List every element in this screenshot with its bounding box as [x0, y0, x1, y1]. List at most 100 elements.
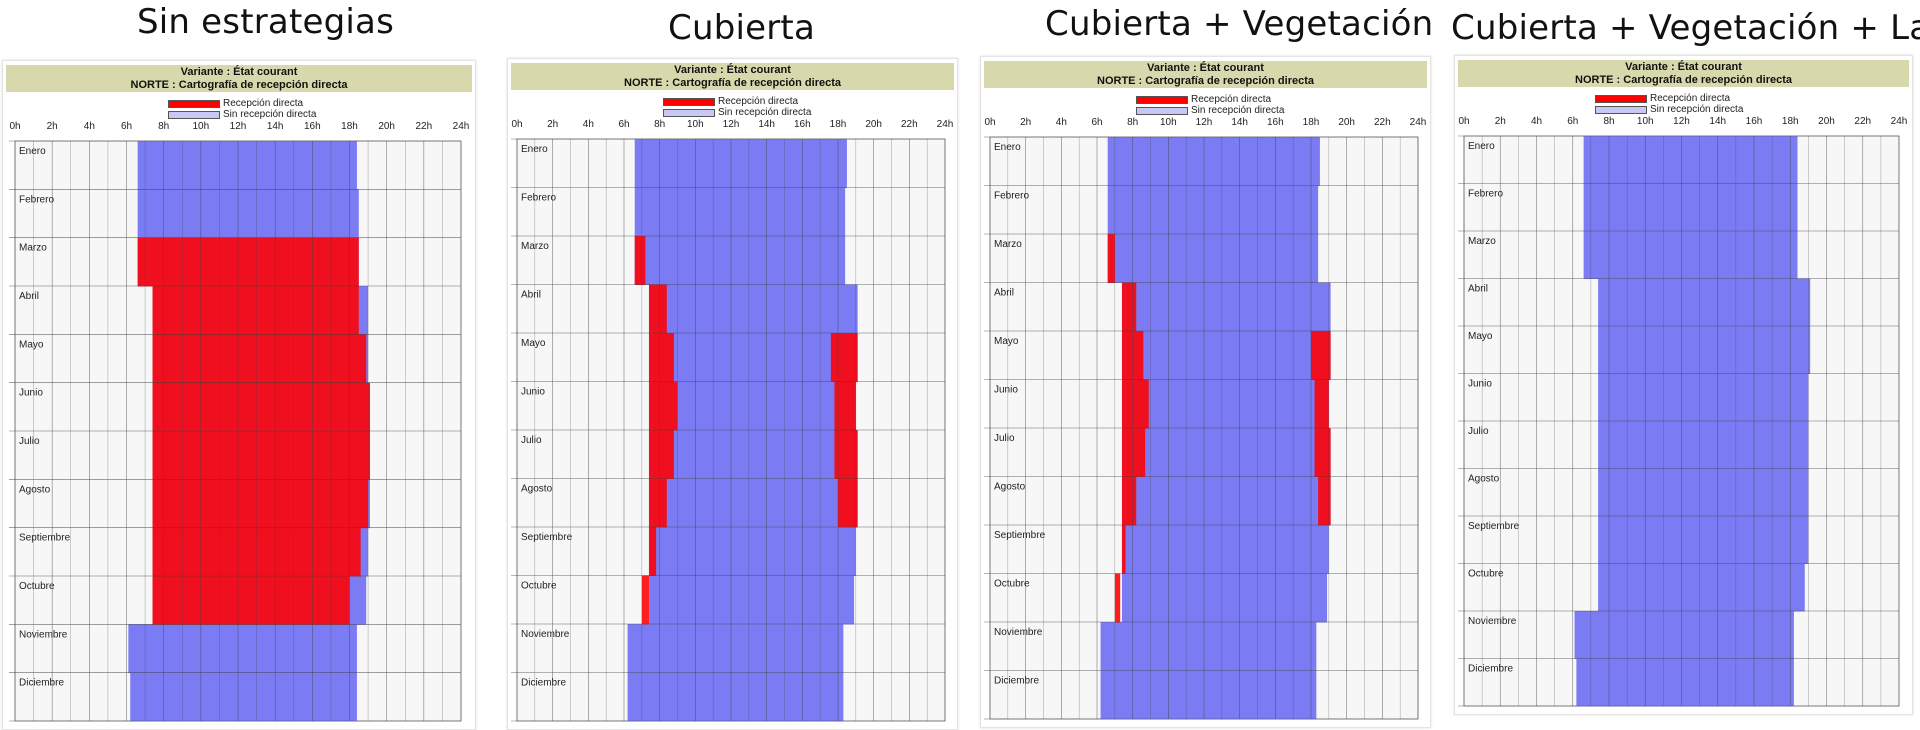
no-direct-bar — [1107, 234, 1319, 283]
month-label: Febrero — [994, 191, 1029, 202]
hour-tick-label: 8h — [1603, 116, 1614, 127]
hour-tick-label: 2h — [547, 119, 558, 130]
month-label: Agosto — [19, 484, 51, 495]
hour-tick-label: 20h — [1338, 117, 1355, 128]
no-direct-bar — [1598, 516, 1809, 564]
direct-reception-bar-morning — [1121, 525, 1126, 574]
month-label: Abril — [19, 291, 39, 302]
month-label: Diciembre — [521, 678, 566, 689]
legend-label-direct: Recepción directa — [223, 98, 304, 109]
chart-panel-3: Variante : État courant NORTE : Cartogra… — [980, 56, 1431, 728]
panel-title-cubierta-vegetacion: Cubierta + Vegetación — [1045, 4, 1434, 44]
no-direct-bar — [1598, 563, 1805, 612]
month-label: Enero — [19, 146, 46, 157]
hour-tick-label: 10h — [1637, 116, 1654, 127]
month-label: Diciembre — [994, 676, 1039, 687]
month-label: Marzo — [521, 241, 549, 252]
legend: Recepción directa Sin recepción directa — [1595, 93, 1743, 115]
no-direct-bar — [648, 575, 855, 625]
month-label: Diciembre — [1468, 664, 1513, 675]
month-label: Junio — [994, 385, 1018, 396]
month-label: Mayo — [1468, 331, 1493, 342]
hour-tick-label: 12h — [1196, 117, 1213, 128]
legend-swatch-direct — [168, 99, 220, 108]
hour-tick-label: 22h — [1374, 117, 1391, 128]
hour-tick-label: 8h — [654, 119, 665, 130]
month-label: Abril — [1468, 284, 1488, 295]
legend-swatch-direct — [1136, 95, 1188, 104]
chart-panel-1: Variante : État courant NORTE : Cartogra… — [2, 60, 476, 730]
legend-label-no-direct: Sin recepción directa — [1191, 105, 1285, 116]
legend-label-direct: Recepción directa — [718, 96, 799, 107]
panel-header: Variante : État courant NORTE : Cartogra… — [1458, 60, 1909, 87]
chart-panel-4: Variante : État courant NORTE : Cartogra… — [1454, 55, 1913, 715]
month-label: Septiembre — [994, 530, 1046, 541]
direct-reception-bar-evening — [830, 333, 858, 382]
hour-tick-label: 14h — [1231, 117, 1248, 128]
direct-reception-bar — [152, 576, 350, 625]
month-label: Septiembre — [1468, 521, 1520, 532]
no-direct-bar — [1574, 611, 1794, 659]
month-label: Octubre — [521, 581, 557, 592]
hour-tick-label: 0h — [1458, 116, 1469, 127]
month-label: Junio — [521, 387, 545, 398]
hour-tick-label: 2h — [47, 121, 58, 132]
month-label: Junio — [1468, 379, 1492, 390]
no-direct-bar — [1583, 136, 1798, 184]
no-direct-bar — [648, 478, 858, 528]
no-direct-bar — [1121, 331, 1331, 380]
month-label: Diciembre — [19, 678, 64, 689]
chart-plot-2: 0h 2h 4h 6h 8h 10h 12h 14h 16h 18h 20h 22h 24h Enero F… — [511, 119, 953, 722]
no-direct-bar — [1598, 278, 1811, 327]
panel-title-cubierta-vegetacion-lamas: Cubierta + Vegetación + Lamas — [1451, 8, 1920, 48]
no-direct-bar — [1598, 373, 1809, 422]
hour-tick-label: 6h — [1091, 117, 1102, 128]
hour-tick-label: 6h — [1567, 116, 1578, 127]
no-direct-bar — [1121, 379, 1329, 429]
hour-tick-label: 18h — [1782, 116, 1799, 127]
no-direct-bar — [1598, 421, 1809, 469]
chart-subtitle: NORTE : Cartografía de recepción directa — [1575, 74, 1792, 86]
no-direct-bar — [130, 672, 357, 722]
chart-plot-1: 0h 2h 4h 6h 8h 10h 12h 14h 16h 18h 20h 22h 24h Enero F… — [9, 121, 469, 722]
no-direct-bar — [1598, 326, 1811, 374]
hour-tick-label: 4h — [1056, 117, 1067, 128]
no-direct-bar — [648, 333, 858, 382]
chart-plot-3: 0h 2h 4h 6h 8h 10h 12h 14h 16h 18h 20h 22h 24h Enero F… — [984, 117, 1426, 720]
month-label: Abril — [994, 288, 1014, 299]
direct-reception-bar-morning — [1107, 234, 1115, 283]
month-label: Agosto — [521, 484, 553, 495]
no-direct-bar — [1121, 476, 1331, 526]
legend-label-direct: Recepción directa — [1191, 94, 1272, 105]
no-direct-bar — [648, 284, 858, 334]
variant-label: Variante : État courant — [674, 64, 791, 76]
legend-swatch-no-direct — [168, 110, 220, 119]
month-label: Agosto — [1468, 474, 1500, 485]
direct-reception-bar — [152, 479, 369, 529]
hour-tick-label: 16h — [304, 121, 321, 132]
chart-subtitle: NORTE : Cartografía de recepción directa — [1097, 75, 1314, 87]
no-direct-bar — [634, 236, 846, 285]
month-label: Enero — [1468, 141, 1495, 152]
no-direct-bar — [1107, 137, 1320, 186]
direct-reception-bar — [152, 431, 370, 480]
hour-tick-label: 16h — [794, 119, 811, 130]
hour-tick-label: 0h — [9, 121, 20, 132]
hour-tick-label: 4h — [84, 121, 95, 132]
hour-tick-label: 22h — [1854, 116, 1871, 127]
month-label: Febrero — [521, 193, 556, 204]
direct-reception-bar-morning — [648, 430, 674, 479]
month-label: Enero — [994, 142, 1021, 153]
direct-reception-bar-evening — [1314, 379, 1329, 429]
hour-tick-label: 18h — [341, 121, 358, 132]
month-label: Marzo — [994, 239, 1022, 250]
hour-tick-label: 2h — [1020, 117, 1031, 128]
panel-header: Variante : État courant NORTE : Cartogra… — [6, 65, 472, 92]
no-direct-bar — [128, 624, 357, 674]
direct-reception-bar-evening — [1314, 428, 1331, 477]
panel-title-sin-estrategias: Sin estrategias — [137, 2, 394, 42]
month-label: Mayo — [994, 336, 1019, 347]
direct-reception-bar-evening — [1318, 476, 1331, 526]
panel-title-cubierta: Cubierta — [668, 8, 815, 48]
direct-reception-bar-morning — [648, 478, 667, 528]
